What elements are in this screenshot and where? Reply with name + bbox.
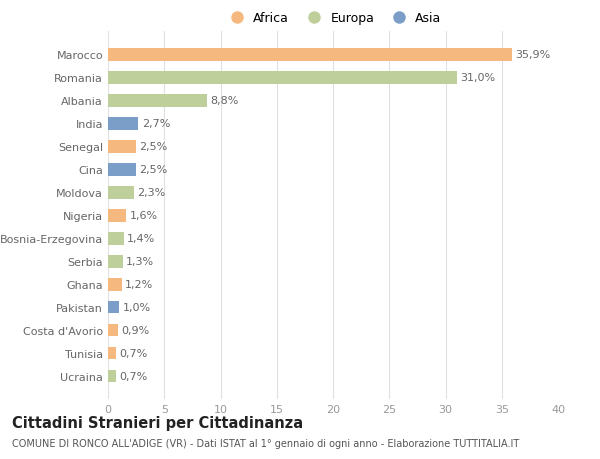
Text: 1,2%: 1,2%: [125, 280, 153, 290]
Bar: [108, 186, 134, 199]
Text: 8,8%: 8,8%: [211, 96, 239, 106]
Bar: [108, 140, 136, 153]
Bar: [108, 370, 116, 383]
Text: 1,4%: 1,4%: [127, 234, 155, 244]
Bar: [108, 255, 122, 268]
Text: 1,0%: 1,0%: [122, 302, 151, 313]
Bar: [108, 324, 118, 337]
Bar: [108, 163, 136, 176]
Text: 2,5%: 2,5%: [139, 142, 168, 152]
Bar: [108, 209, 126, 222]
Text: 2,7%: 2,7%: [142, 119, 170, 129]
Text: 35,9%: 35,9%: [515, 50, 551, 60]
Bar: [108, 118, 139, 130]
Bar: [108, 278, 121, 291]
Bar: [108, 49, 512, 62]
Text: 0,7%: 0,7%: [119, 371, 148, 381]
Bar: [108, 301, 119, 314]
Bar: [108, 72, 457, 84]
Bar: [108, 347, 116, 360]
Text: 0,9%: 0,9%: [121, 325, 150, 336]
Text: Cittadini Stranieri per Cittadinanza: Cittadini Stranieri per Cittadinanza: [12, 415, 303, 431]
Text: 1,6%: 1,6%: [130, 211, 157, 221]
Text: 2,3%: 2,3%: [137, 188, 166, 198]
Text: 2,5%: 2,5%: [139, 165, 168, 175]
Legend: Africa, Europa, Asia: Africa, Europa, Asia: [220, 7, 446, 30]
Bar: [108, 95, 207, 107]
Bar: [108, 232, 124, 245]
Text: 31,0%: 31,0%: [460, 73, 495, 83]
Text: 0,7%: 0,7%: [119, 348, 148, 358]
Text: 1,3%: 1,3%: [126, 257, 154, 267]
Text: COMUNE DI RONCO ALL'ADIGE (VR) - Dati ISTAT al 1° gennaio di ogni anno - Elabora: COMUNE DI RONCO ALL'ADIGE (VR) - Dati IS…: [12, 438, 519, 448]
